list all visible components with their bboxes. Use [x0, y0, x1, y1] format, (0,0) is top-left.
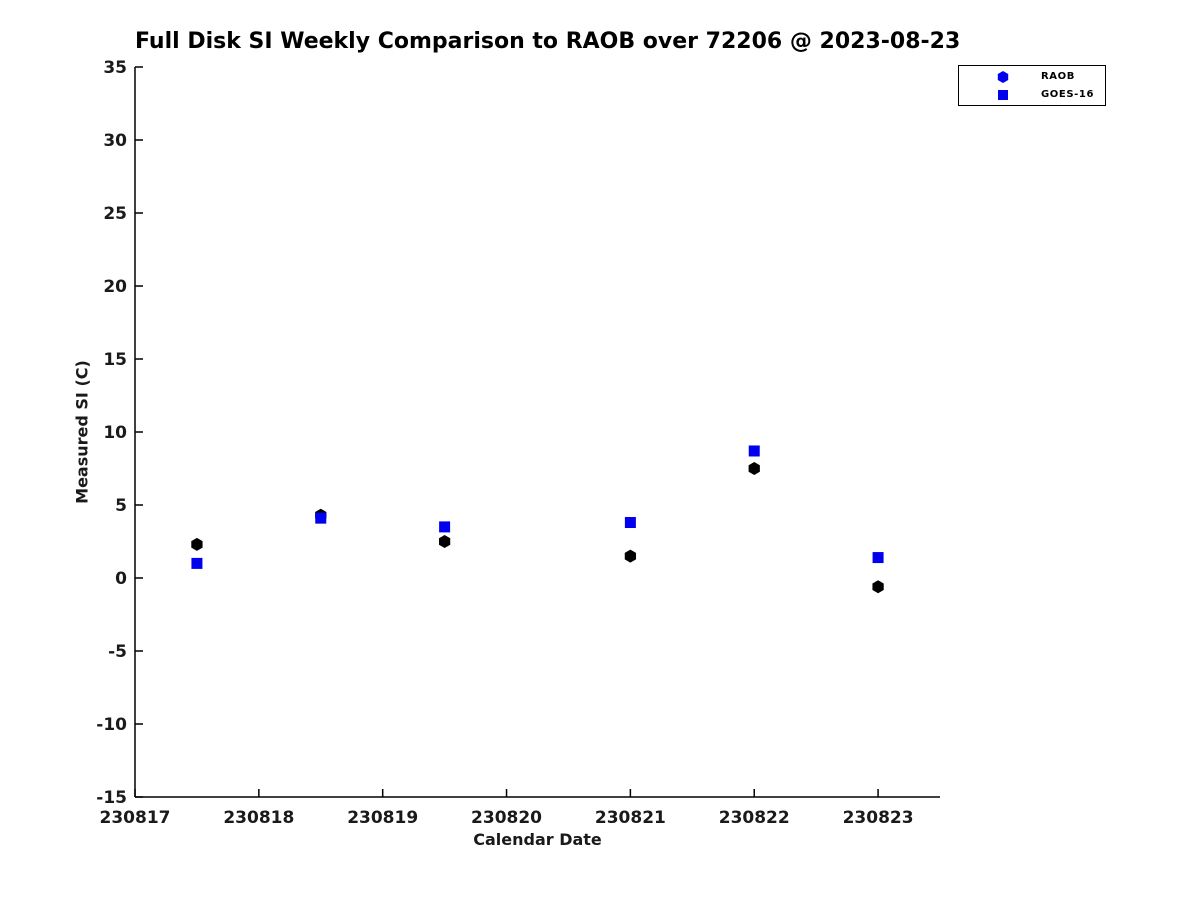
goes-16-marker	[315, 512, 327, 524]
goes-16-marker	[748, 445, 760, 457]
y-tick-label: 15	[103, 350, 127, 370]
y-tick-label: -15	[96, 788, 127, 808]
raob-marker	[191, 537, 203, 551]
x-tick-label: 230818	[223, 808, 294, 828]
x-tick-label: 230817	[100, 808, 171, 828]
raob-marker	[872, 580, 884, 594]
x-axis-label: Calendar Date	[473, 830, 602, 849]
legend-label-raob: RAOB	[1041, 71, 1075, 82]
y-tick-label: -5	[108, 642, 127, 662]
y-tick-label: 35	[103, 58, 127, 78]
y-tick-label: 10	[103, 423, 127, 443]
x-tick-label: 230821	[595, 808, 666, 828]
legend-entry-goes-16: GOES-16	[959, 87, 1105, 103]
legend-entry-raob: RAOB	[959, 69, 1105, 85]
legend-label-goes-16: GOES-16	[1041, 89, 1095, 100]
y-tick-label: 25	[103, 204, 127, 224]
x-tick-label: 230820	[471, 808, 542, 828]
goes-16-marker	[624, 517, 636, 529]
goes-16-marker	[439, 521, 451, 533]
goes-16-marker	[872, 552, 884, 564]
x-tick-label: 230823	[843, 808, 914, 828]
raob-hexagon-icon	[996, 70, 1010, 84]
raob-marker	[624, 549, 637, 563]
y-axis-label: Measured SI (C)	[72, 360, 92, 504]
goes-16-square-icon	[996, 88, 1010, 102]
legend-box: RAOB GOES-16	[958, 65, 1106, 106]
raob-marker	[438, 535, 451, 548]
goes-16-marker	[191, 557, 203, 569]
chart-title: Full Disk SI Weekly Comparison to RAOB o…	[135, 29, 961, 54]
y-tick-label: 30	[103, 131, 127, 151]
raob-marker	[748, 462, 760, 475]
x-tick-label: 230822	[719, 808, 790, 828]
y-tick-label: 5	[115, 496, 127, 516]
x-tick-label: 230819	[347, 808, 418, 828]
y-tick-label: 0	[115, 569, 127, 589]
y-tick-label: 20	[103, 277, 127, 297]
y-tick-label: -10	[96, 715, 127, 735]
